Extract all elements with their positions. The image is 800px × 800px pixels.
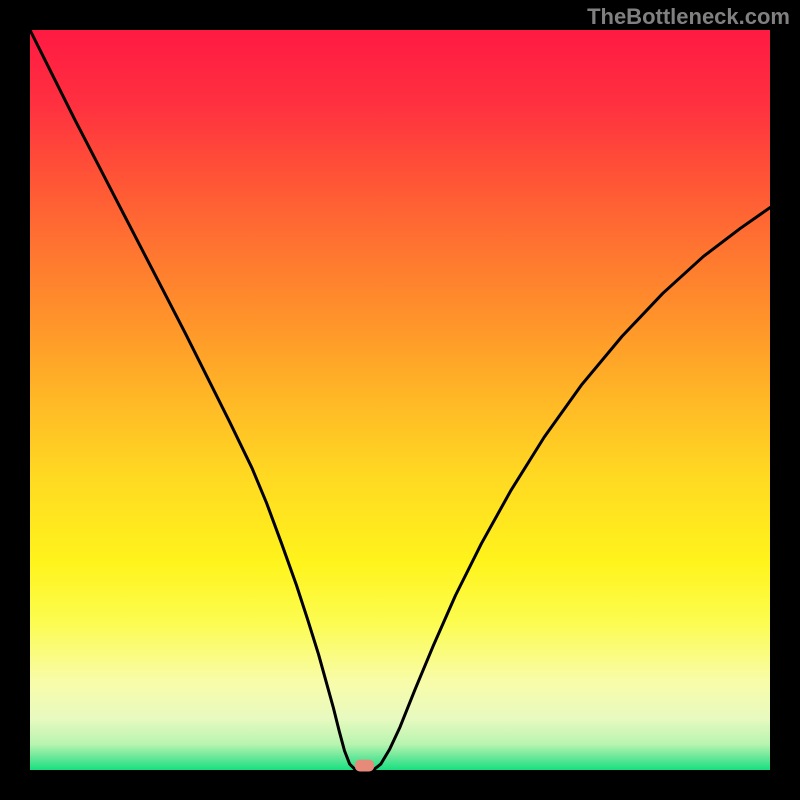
watermark-text: TheBottleneck.com <box>587 4 790 30</box>
bottleneck-chart <box>0 0 800 800</box>
optimum-marker <box>355 760 374 772</box>
plot-background <box>30 30 770 770</box>
chart-stage: TheBottleneck.com <box>0 0 800 800</box>
